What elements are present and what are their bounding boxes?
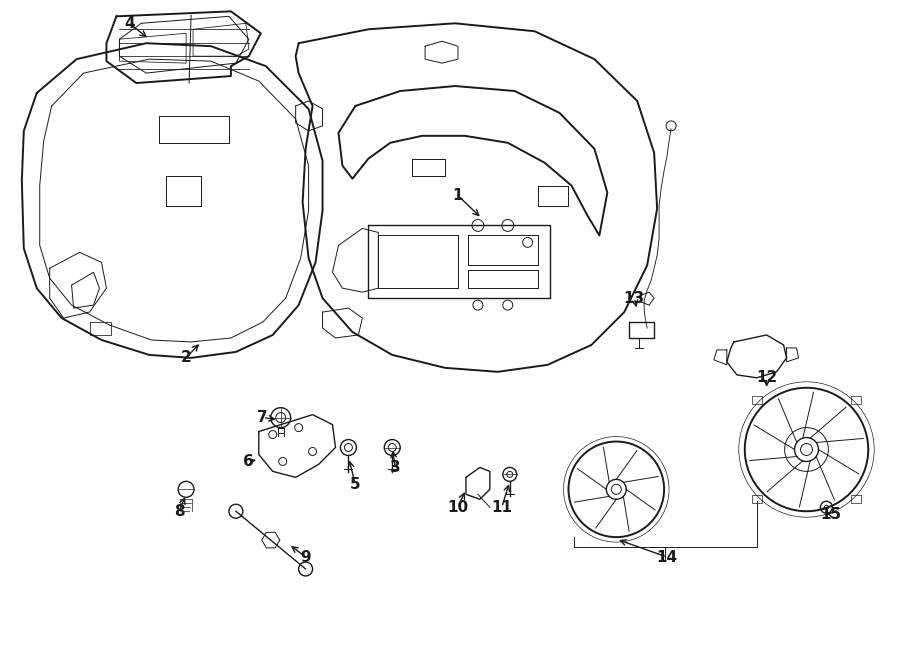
Text: 13: 13	[624, 291, 644, 305]
Text: 3: 3	[390, 460, 400, 475]
Text: 15: 15	[820, 507, 841, 522]
Text: 7: 7	[257, 410, 268, 425]
Text: 12: 12	[756, 370, 778, 385]
Text: 8: 8	[174, 504, 184, 519]
Text: 4: 4	[124, 16, 135, 31]
Text: 14: 14	[656, 549, 678, 564]
Text: 2: 2	[181, 350, 192, 366]
Text: 9: 9	[301, 549, 310, 564]
Bar	[850, 396, 860, 404]
Bar	[752, 396, 762, 404]
Bar	[850, 495, 860, 503]
Text: 10: 10	[447, 500, 469, 515]
Text: 6: 6	[244, 454, 254, 469]
Text: 5: 5	[350, 477, 361, 492]
Text: 11: 11	[491, 500, 512, 515]
Bar	[752, 495, 762, 503]
Text: 1: 1	[453, 188, 464, 203]
